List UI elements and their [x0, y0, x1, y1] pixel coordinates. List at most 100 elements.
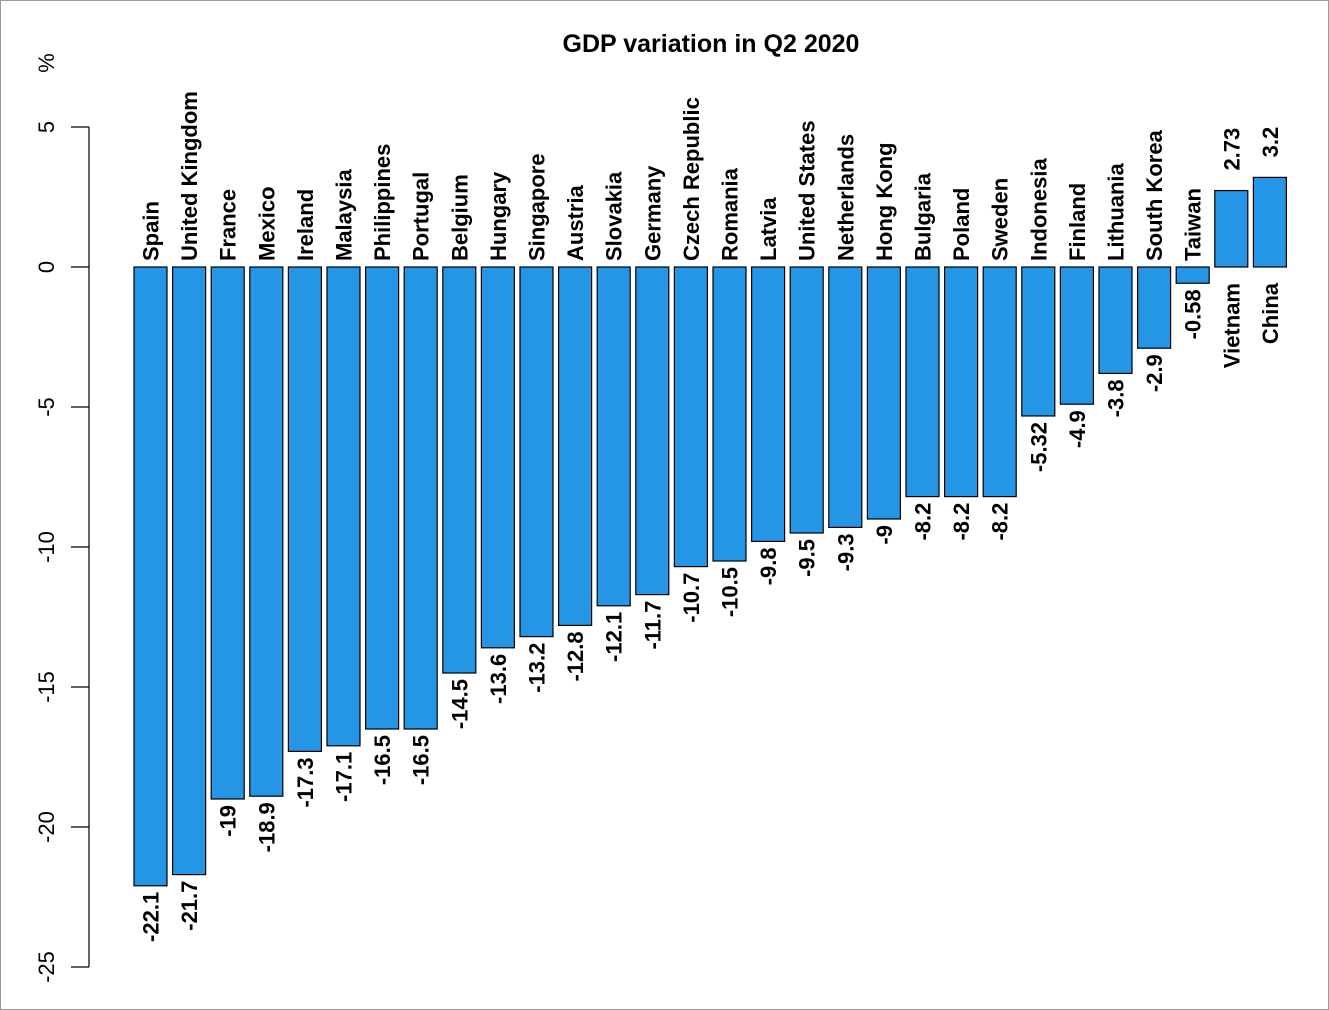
- category-label: Romania: [718, 167, 743, 261]
- category-label: Netherlands: [833, 134, 858, 261]
- bar: [287, 266, 322, 752]
- value-label: -14.5: [447, 679, 472, 729]
- value-label: -8.2: [949, 503, 974, 541]
- category-label: Poland: [949, 188, 974, 261]
- value-label: -13.2: [525, 643, 550, 693]
- bar: [712, 266, 747, 562]
- y-tick-label: -25: [34, 951, 59, 983]
- value-label: -17.3: [293, 757, 318, 807]
- bar: [905, 266, 940, 498]
- value-label: -9.3: [833, 533, 858, 571]
- category-label: Vietnam: [1219, 283, 1244, 368]
- value-label: -2.9: [1142, 354, 1167, 392]
- bar: [403, 266, 438, 730]
- y-tick-label: -15: [34, 671, 59, 703]
- value-label: 3.2: [1258, 127, 1283, 158]
- category-label: Malaysia: [332, 169, 357, 261]
- bar: [943, 266, 979, 498]
- value-label: -16.5: [370, 735, 395, 785]
- bar: [635, 266, 670, 596]
- y-tick-label: -5: [34, 397, 59, 417]
- bar: [828, 266, 863, 528]
- category-label: Philippines: [370, 144, 395, 261]
- value-label: -0.58: [1181, 289, 1206, 339]
- value-label: -8.2: [988, 503, 1013, 541]
- bar: [1136, 266, 1172, 349]
- category-label: Germany: [640, 165, 665, 261]
- value-label: -8.2: [911, 503, 936, 541]
- value-label: -12.8: [563, 631, 588, 681]
- bar: [789, 266, 824, 534]
- bar: [557, 266, 593, 626]
- bar: [1252, 176, 1288, 268]
- category-label: Mexico: [254, 186, 279, 261]
- value-label: -9: [872, 525, 897, 545]
- value-label: -9.8: [756, 547, 781, 585]
- category-label: Hungary: [486, 171, 511, 261]
- category-label: Portugal: [409, 172, 434, 261]
- value-labels: -22.1 -21.7 -19 -18.9 -17.3 -17.1 -16.5 -16.5 -1…: [139, 127, 1283, 942]
- value-label: -12.1: [602, 612, 627, 662]
- category-label: France: [216, 189, 241, 261]
- y-tick-label: 5: [34, 121, 59, 133]
- bar: [365, 266, 400, 730]
- value-label: -21.7: [177, 881, 202, 931]
- value-label: -10.7: [679, 573, 704, 623]
- category-label: Hong Kong: [872, 142, 897, 261]
- value-label: -4.9: [1065, 410, 1090, 448]
- category-label: United Kingdom: [177, 91, 202, 261]
- category-label: Latvia: [756, 197, 781, 261]
- bar: [210, 266, 245, 800]
- y-tick-label: -10: [34, 531, 59, 563]
- category-label: Bulgaria: [911, 172, 936, 261]
- category-label: China: [1258, 282, 1283, 344]
- bar: [1059, 266, 1095, 405]
- bar: [596, 266, 631, 607]
- y-axis-unit: %: [34, 53, 59, 73]
- category-labels: Spain United Kingdom France Mexico Ireland Ma…: [139, 91, 1283, 368]
- category-label: Austria: [563, 184, 588, 261]
- bar: [866, 266, 902, 520]
- bar: [1175, 266, 1210, 284]
- category-label: Singapore: [525, 153, 550, 261]
- bar: [249, 266, 284, 797]
- bar: [442, 266, 477, 674]
- value-label: -22.1: [139, 892, 164, 942]
- bar: [1214, 189, 1249, 268]
- bar: [982, 266, 1017, 498]
- y-tick-label: 0: [34, 261, 59, 273]
- value-label: -11.7: [640, 601, 665, 650]
- category-label: Sweden: [988, 178, 1013, 261]
- bar: [750, 266, 786, 542]
- category-label: Taiwan: [1181, 188, 1206, 261]
- bar: [1021, 266, 1056, 417]
- bar: [172, 266, 207, 876]
- bars: [133, 176, 1288, 887]
- category-label: Slovakia: [602, 171, 627, 261]
- y-tick-label: -20: [34, 811, 59, 843]
- value-label: -17.1: [332, 752, 357, 802]
- category-label: Indonesia: [1026, 158, 1051, 261]
- category-label: Finland: [1065, 183, 1090, 261]
- value-label: -3.8: [1104, 379, 1129, 417]
- value-label: -10.5: [718, 567, 743, 617]
- category-label: Ireland: [293, 189, 318, 261]
- bar: [673, 266, 709, 568]
- bar: [133, 266, 168, 887]
- value-label: -9.5: [795, 539, 820, 577]
- category-label: Lithuania: [1104, 162, 1129, 261]
- category-label: Belgium: [447, 174, 472, 261]
- y-axis: 5 0 -5 -10 -15 -20 -25: [34, 121, 90, 983]
- value-label: -5.32: [1026, 422, 1051, 472]
- value-label: -19: [216, 805, 241, 837]
- value-label: -13.6: [486, 654, 511, 704]
- value-label: -16.5: [409, 735, 434, 785]
- category-label: South Korea: [1142, 129, 1167, 261]
- category-label: United States: [795, 120, 820, 261]
- chart-title: GDP variation in Q2 2020: [563, 30, 860, 58]
- bar: [1098, 266, 1133, 375]
- category-label: Czech Republic: [679, 97, 704, 261]
- bar: [480, 266, 515, 649]
